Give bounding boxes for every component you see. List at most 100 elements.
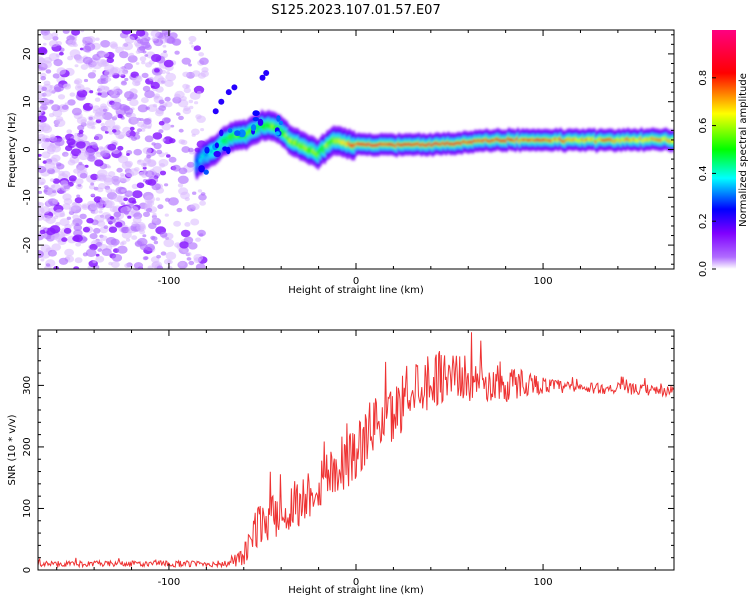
noise-speckle bbox=[191, 45, 195, 48]
noise-speckle bbox=[142, 50, 147, 54]
noise-speckle bbox=[74, 64, 79, 68]
noise-speckle bbox=[178, 187, 189, 196]
noise-speckle bbox=[45, 263, 51, 267]
noise-speckle bbox=[161, 138, 166, 142]
noise-speckle bbox=[99, 147, 105, 152]
noise-speckle bbox=[38, 153, 42, 157]
noise-speckle bbox=[144, 256, 149, 260]
noise-speckle bbox=[82, 226, 91, 233]
noise-speckle bbox=[189, 41, 194, 45]
noise-speckle bbox=[49, 85, 54, 89]
noise-speckle bbox=[124, 91, 135, 99]
noise-speckle bbox=[77, 183, 82, 187]
noise-speckle bbox=[73, 266, 80, 269]
spectrogram-data bbox=[38, 30, 674, 269]
noise-speckle bbox=[151, 236, 158, 242]
noise-speckle bbox=[194, 101, 199, 105]
noise-speckle bbox=[141, 60, 146, 65]
noise-speckle bbox=[195, 237, 201, 242]
noise-speckle bbox=[54, 138, 65, 147]
noise-speckle bbox=[163, 50, 167, 53]
noise-speckle bbox=[94, 159, 104, 167]
noise-speckle bbox=[140, 162, 148, 168]
noise-speckle bbox=[184, 197, 190, 202]
noise-speckle bbox=[40, 76, 46, 81]
noise-speckle bbox=[38, 97, 43, 102]
noise-speckle bbox=[99, 85, 110, 94]
noise-speckle bbox=[120, 189, 126, 193]
noise-speckle bbox=[100, 103, 107, 109]
noise-speckle bbox=[199, 57, 209, 65]
noise-speckle bbox=[80, 30, 85, 33]
noise-speckle bbox=[128, 52, 134, 57]
noise-speckle bbox=[74, 83, 85, 92]
noise-speckle bbox=[178, 115, 184, 121]
noise-speckle bbox=[72, 235, 80, 242]
noise-speckle bbox=[144, 204, 151, 209]
noise-speckle bbox=[76, 194, 81, 198]
noise-speckle bbox=[94, 112, 105, 121]
noise-speckle bbox=[49, 134, 56, 139]
noise-speckle bbox=[160, 251, 167, 256]
noise-speckle bbox=[110, 238, 120, 246]
noise-speckle bbox=[159, 163, 166, 168]
noise-speckle bbox=[102, 112, 113, 120]
noise-speckle bbox=[139, 56, 147, 62]
noise-speckle bbox=[55, 221, 61, 227]
x-tick-label: -100 bbox=[158, 276, 181, 287]
noise-speckle bbox=[81, 203, 90, 210]
y-tick-label: 20 bbox=[22, 48, 33, 61]
noise-speckle bbox=[116, 195, 126, 203]
noise-speckle bbox=[92, 69, 97, 73]
snr-frame bbox=[37, 329, 675, 571]
noise-speckle bbox=[165, 251, 177, 260]
noise-speckle bbox=[143, 211, 150, 217]
noise-speckle bbox=[158, 120, 165, 126]
noise-speckle bbox=[118, 69, 126, 76]
noise-speckle bbox=[41, 151, 51, 159]
ridge-blob bbox=[257, 118, 264, 126]
noise-speckle bbox=[145, 170, 155, 178]
noise-speckle bbox=[121, 161, 132, 170]
ridge-blob bbox=[231, 84, 238, 91]
noise-speckle bbox=[135, 49, 141, 54]
noise-speckle bbox=[64, 248, 74, 257]
noise-speckle bbox=[137, 121, 145, 128]
noise-speckle bbox=[156, 254, 162, 259]
noise-speckle bbox=[64, 153, 69, 157]
noise-speckle bbox=[164, 152, 169, 156]
noise-speckle bbox=[120, 206, 131, 215]
noise-speckle bbox=[62, 30, 70, 34]
ridge-blob bbox=[238, 129, 246, 138]
noise-speckle bbox=[56, 163, 65, 170]
noise-speckle bbox=[181, 146, 191, 153]
noise-speckle bbox=[113, 211, 122, 218]
noise-speckle bbox=[182, 71, 190, 78]
ridge-blob bbox=[212, 108, 219, 115]
noise-speckle bbox=[132, 216, 142, 224]
noise-speckle bbox=[101, 248, 112, 256]
noise-speckle bbox=[192, 191, 197, 195]
noise-speckle bbox=[155, 197, 161, 201]
noise-speckle bbox=[112, 129, 117, 133]
y-tick-label: 200 bbox=[22, 437, 33, 456]
noise-speckle bbox=[142, 234, 147, 238]
noise-speckle bbox=[97, 187, 104, 193]
noise-speckle bbox=[96, 173, 107, 181]
noise-speckle bbox=[38, 56, 45, 64]
noise-speckle bbox=[69, 49, 81, 58]
noise-speckle bbox=[156, 149, 163, 155]
noise-speckle bbox=[68, 206, 77, 213]
noise-speckle bbox=[72, 214, 80, 220]
noise-speckle bbox=[122, 42, 133, 51]
noise-speckle bbox=[52, 109, 63, 117]
noise-speckle bbox=[164, 197, 171, 202]
noise-speckle bbox=[128, 197, 136, 204]
noise-speckle bbox=[100, 122, 106, 127]
noise-speckle bbox=[75, 222, 80, 226]
noise-speckle bbox=[134, 240, 143, 247]
noise-speckle bbox=[132, 190, 143, 199]
noise-speckle bbox=[66, 129, 72, 134]
noise-speckle bbox=[52, 178, 61, 184]
